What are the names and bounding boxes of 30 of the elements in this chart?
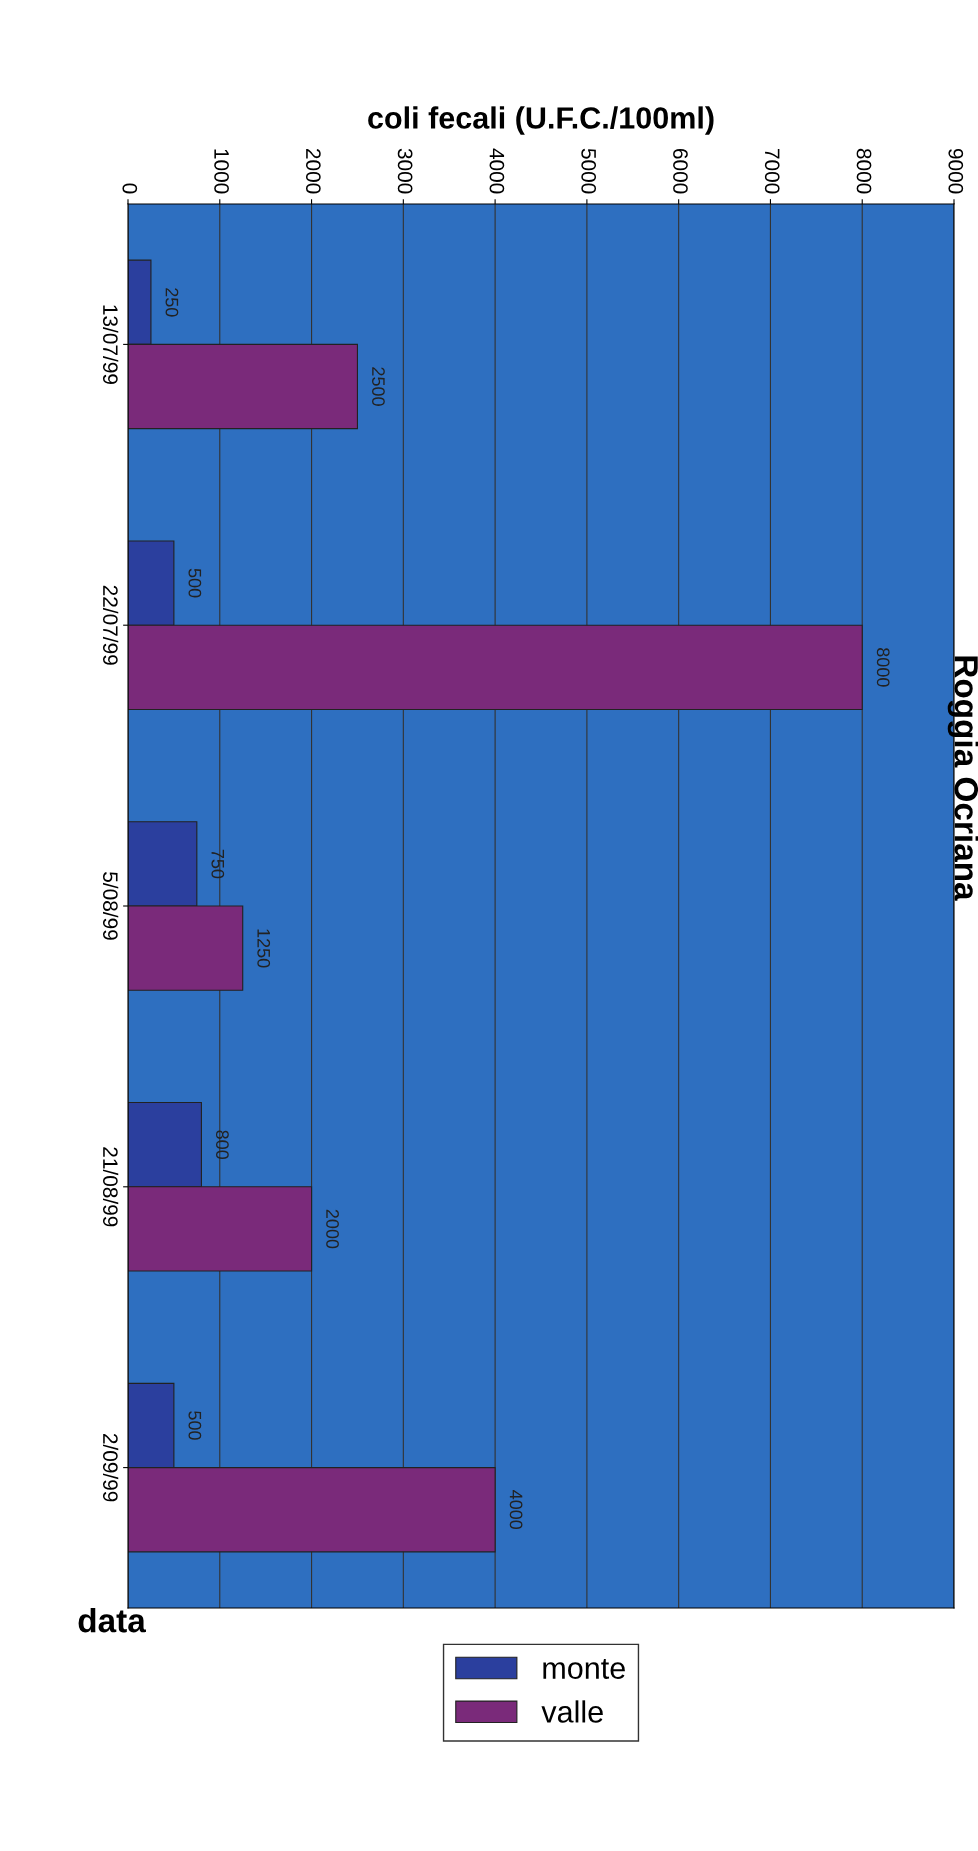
legend-label: valle — [541, 1700, 603, 1723]
y-tick-label: 21/08/99 — [102, 1147, 119, 1227]
data-label: 750 — [211, 849, 225, 879]
data-label: 1250 — [257, 929, 271, 968]
data-label: 2000 — [326, 1209, 339, 1249]
y-axis-title: data — [78, 1608, 146, 1633]
x-tick-label: 1000 — [214, 149, 229, 194]
text: Roggia Ocriana — [947, 656, 978, 901]
data-label: 250 — [165, 288, 179, 317]
data-label: 500 — [188, 1411, 202, 1440]
data-label: 4000 — [509, 1490, 523, 1530]
legend-label: monte — [543, 1658, 625, 1679]
x-tick-label: 9000 — [948, 148, 964, 194]
x-tick-label: 3000 — [397, 148, 413, 194]
x-tick-label: 7000 — [764, 149, 780, 194]
data-label: 2500 — [372, 367, 385, 406]
x-tick-label: 2000 — [305, 148, 321, 194]
y-tick-label: 22/07/99 — [102, 585, 119, 665]
x-tick-label: 8000 — [856, 148, 872, 194]
y-tick-label: 13/07/99 — [102, 305, 119, 384]
data-label: 8000 — [876, 648, 890, 687]
x-axis-title: coli fecali (U.F.C./100ml) — [368, 106, 714, 135]
data-label: 500 — [188, 568, 202, 598]
y-tick-label: 5/08/99 — [102, 872, 119, 940]
x-tick-label: 0 — [122, 183, 138, 194]
y-tick-label: 2/09/99 — [102, 1433, 119, 1502]
data-label: 800 — [216, 1130, 229, 1160]
x-tick-label: 4000 — [489, 148, 505, 194]
x-tick-label: 5000 — [581, 148, 597, 194]
x-tick-label: 6000 — [673, 148, 688, 194]
